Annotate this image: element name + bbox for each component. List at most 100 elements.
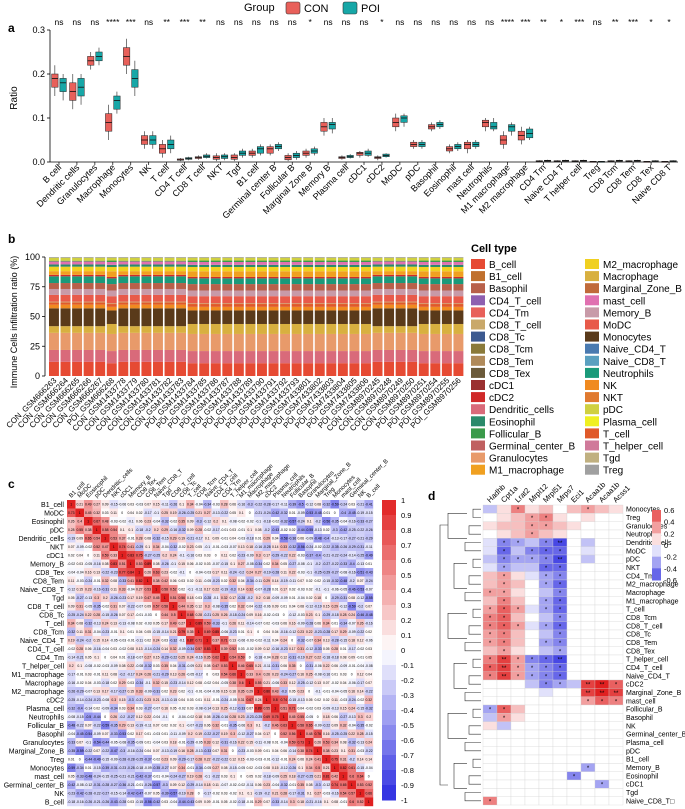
panel-b-bar-segment [187, 290, 198, 297]
panel-c-cell-value: 0.05 [306, 698, 313, 702]
panel-c-cell-value: 0.53 [136, 562, 143, 566]
panel-d-row-label: CD8_Tem [626, 640, 657, 647]
panel-c-colorbar-segment [382, 755, 396, 771]
panel-c-cell [296, 678, 306, 688]
panel-d-cell [566, 579, 582, 589]
panel-c-cell [109, 763, 119, 773]
panel-b-bar-segment [441, 257, 452, 258]
panel-c-cell [330, 746, 340, 756]
panel-c-row-label: Treg [50, 757, 64, 764]
panel-c-cell [296, 695, 306, 705]
panel-c-cell [101, 525, 110, 535]
panel-c-cell-value: 0.31 [297, 647, 304, 651]
panel-b-bar-segment [164, 271, 175, 275]
panel-c-cell-value: 0 [308, 689, 310, 693]
panel-c-cell [152, 568, 161, 577]
panel-b-bar-segment [245, 278, 256, 285]
panel-c-cell-value: 0.27 [306, 655, 313, 659]
panel-c-cell [339, 619, 348, 628]
panel-c-cell-value: -0.02 [84, 545, 92, 549]
panel-d-cell [608, 746, 624, 756]
panel-c-cell-value: 0.06 [297, 536, 304, 540]
panel-d-significance-mark: * [559, 649, 562, 655]
panel-b-bar-segment [245, 310, 256, 324]
panel-c-cell [279, 619, 289, 628]
panel-c-cell [169, 602, 178, 611]
panel-c-colorbar-segment [382, 785, 396, 801]
panel-c-cell-value: -0.08 [339, 570, 347, 574]
panel-b-bar-segment [326, 363, 337, 376]
panel-c-cell [347, 670, 357, 679]
panel-c-row-label: NK [54, 791, 64, 798]
panel-b-bar-segment [257, 257, 267, 261]
panel-c-cell [339, 755, 348, 764]
panel-d-cell [552, 529, 568, 539]
panel-c-cell-value: -0.28 [118, 757, 126, 761]
panel-c-cell [84, 704, 93, 713]
panel-a-box [464, 141, 472, 150]
panel-c-cell-value: -0.34 [203, 502, 211, 506]
panel-c-cell [271, 636, 280, 645]
panel-c-cell-value: -0.13 [195, 749, 203, 753]
panel-c-cell-value: -0.15 [76, 715, 84, 719]
panel-c-cell [143, 500, 153, 509]
panel-b-stacked-bar: Immune Cells infiltration ratio (%) Cell… [5, 243, 683, 477]
panel-c-cell [364, 559, 374, 569]
panel-b-bar-segment [349, 351, 360, 364]
panel-c-cell [313, 772, 323, 781]
panel-c-cell-value: -0.16 [93, 647, 101, 651]
panel-c-cell [186, 593, 195, 603]
panel-c-cell-value: 0.14 [365, 757, 372, 761]
panel-c-cell [186, 738, 195, 747]
panel-d-significance-mark: ** [558, 558, 563, 564]
panel-c-cell-value: -0.23 [67, 791, 75, 795]
panel-c-cell [135, 746, 144, 756]
panel-c-cell-value: 0.17 [161, 621, 168, 625]
panel-c-cell-value: 0.74 [306, 749, 313, 753]
panel-c-cell [152, 721, 161, 730]
panel-c-cell [101, 738, 110, 747]
panel-c-cell-value: 0.28 [272, 655, 279, 659]
panel-c-cell [101, 602, 110, 611]
panel-c-cell [160, 653, 170, 662]
panel-b-bar-segment [326, 284, 337, 291]
panel-b-bar-segment [407, 304, 418, 309]
panel-a-significance: ** [540, 17, 547, 27]
panel-b-bar-segment [280, 303, 291, 305]
panel-c-cell-value: -0.13 [161, 749, 169, 753]
panel-b-bar-segment [72, 304, 83, 309]
panel-c-cell [347, 746, 357, 756]
panel-c-cell-value: 0.16 [178, 749, 185, 753]
panel-c-cell-value: -0.16 [93, 562, 101, 566]
panel-b-bar-segment [60, 283, 71, 289]
panel-c-cell-value: -0.58 [280, 536, 288, 540]
panel-d-cell [482, 788, 498, 797]
panel-c-cell-value: -0.01 [322, 511, 330, 515]
panel-d-cell [566, 738, 582, 747]
panel-c-cell [211, 695, 221, 705]
panel-c-cell-value: -0.2 [119, 672, 125, 676]
panel-c-cell-value: -0.17 [144, 511, 152, 515]
panel-c-cell [84, 627, 93, 637]
panel-c-cell-value: 0.33 [280, 681, 287, 685]
panel-c-cell [313, 517, 323, 526]
panel-c-cell-value: -0.28 [263, 587, 271, 591]
panel-b-bar-segment [141, 349, 152, 362]
panel-b-bar-segment [187, 264, 198, 267]
panel-c-cell [186, 755, 195, 764]
panel-c-cell-value: 0.03 [212, 672, 219, 676]
panel-b-bar-segment [210, 323, 221, 334]
panel-c-cell [84, 508, 93, 518]
panel-c-cell-value: 0.58 [297, 723, 304, 727]
panel-c-cell-value: 0.27 [204, 511, 211, 515]
panel-c-cell [67, 602, 76, 611]
panel-d-dendrogram-branch [464, 742, 481, 752]
panel-c-cell [84, 746, 93, 756]
panel-d-cell [538, 771, 554, 781]
panel-c-cell-value: -0.02 [118, 519, 126, 523]
panel-c-cell [228, 627, 238, 637]
panel-c-cell-value: -0.31 [297, 791, 305, 795]
panel-b-bar-segment [222, 278, 233, 285]
panel-c-cell-value: -0.17 [186, 757, 194, 761]
